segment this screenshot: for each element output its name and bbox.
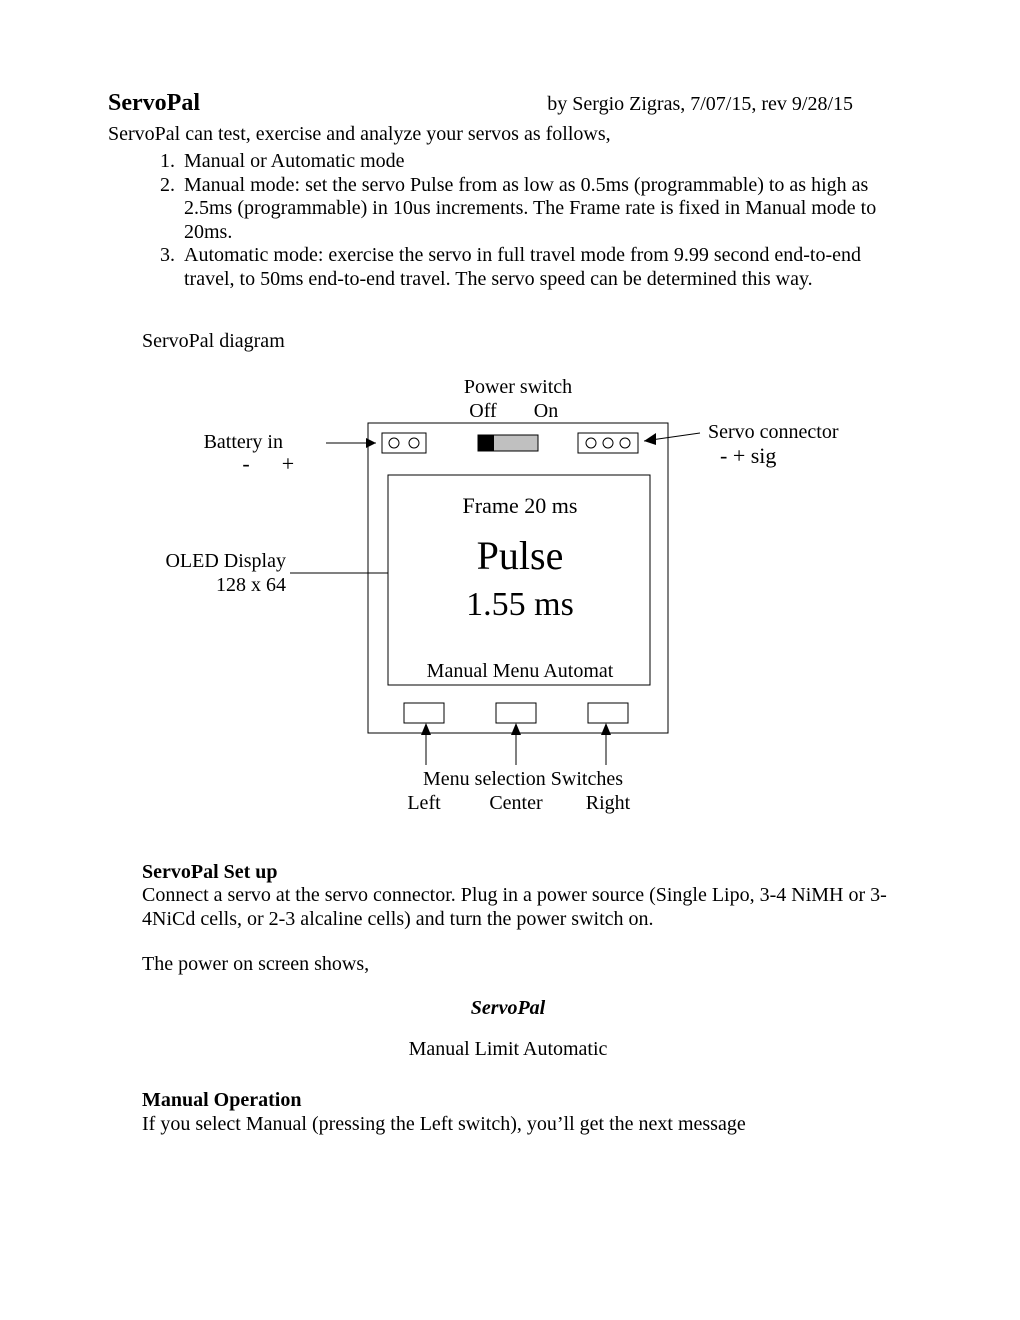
center-arrow-head bbox=[511, 723, 521, 735]
servo-pin-minus bbox=[586, 438, 596, 448]
oled-display-label: OLED Display bbox=[165, 550, 286, 572]
device-box bbox=[368, 423, 668, 733]
pulse-value: 1.55 ms bbox=[466, 586, 574, 623]
manual-op-body: If you select Manual (pressing the Left … bbox=[142, 1113, 898, 1137]
left-switch[interactable] bbox=[404, 703, 444, 723]
servo-arrow-head bbox=[644, 433, 656, 445]
page-title: ServoPal bbox=[108, 90, 200, 117]
right-arrow-head bbox=[601, 723, 611, 735]
center-label: Center bbox=[489, 792, 543, 814]
power-switch-knob bbox=[478, 435, 494, 451]
manual-op-heading: Manual Operation bbox=[142, 1089, 898, 1113]
right-switch[interactable] bbox=[588, 703, 628, 723]
battery-plus: + bbox=[282, 451, 294, 476]
byline: by Sergio Zigras, 7/07/15, rev 9/28/15 bbox=[547, 93, 853, 116]
servo-pin-sig bbox=[620, 438, 630, 448]
feature-list: Manual or Automatic mode Manual mode: se… bbox=[108, 150, 908, 292]
battery-in-label: Battery in bbox=[204, 431, 283, 453]
left-arrow-head bbox=[421, 723, 431, 735]
battery-pin-plus bbox=[409, 438, 419, 448]
list-item: Automatic mode: exercise the servo in fu… bbox=[180, 244, 908, 291]
list-item: Manual or Automatic mode bbox=[180, 150, 908, 174]
power-switch-label: Power switch bbox=[464, 376, 572, 398]
left-label: Left bbox=[407, 792, 441, 814]
servo-connector bbox=[578, 433, 638, 453]
on-label: On bbox=[534, 400, 558, 422]
servo-connector-label: Servo connector bbox=[708, 421, 839, 443]
switches-label: Menu selection Switches bbox=[423, 768, 623, 790]
setup-heading: ServoPal Set up bbox=[142, 861, 898, 885]
servopal-diagram: Power switch Off On Battery in - + bbox=[108, 363, 908, 833]
setup-body2: The power on screen shows, bbox=[142, 953, 898, 977]
servo-pin-plus bbox=[603, 438, 613, 448]
modes-label: Manual Menu Automat bbox=[427, 660, 614, 682]
right-label: Right bbox=[586, 792, 631, 814]
servo-pins-label: - + sig bbox=[720, 443, 776, 468]
battery-arrow-head bbox=[366, 438, 376, 448]
poweron-title: ServoPal bbox=[108, 997, 908, 1020]
list-item: Manual mode: set the servo Pulse from as… bbox=[180, 174, 908, 245]
setup-body1: Connect a servo at the servo connector. … bbox=[142, 884, 898, 931]
off-label: Off bbox=[469, 400, 497, 422]
pulse-label: Pulse bbox=[477, 533, 564, 578]
center-switch[interactable] bbox=[496, 703, 536, 723]
diagram-label: ServoPal diagram bbox=[142, 330, 908, 353]
battery-minus: - bbox=[242, 451, 249, 476]
battery-pin-minus bbox=[389, 438, 399, 448]
intro-text: ServoPal can test, exercise and analyze … bbox=[108, 123, 908, 146]
frame-label: Frame 20 ms bbox=[463, 493, 578, 518]
poweron-menu: Manual Limit Automatic bbox=[108, 1038, 908, 1061]
oled-res-label: 128 x 64 bbox=[216, 574, 286, 596]
